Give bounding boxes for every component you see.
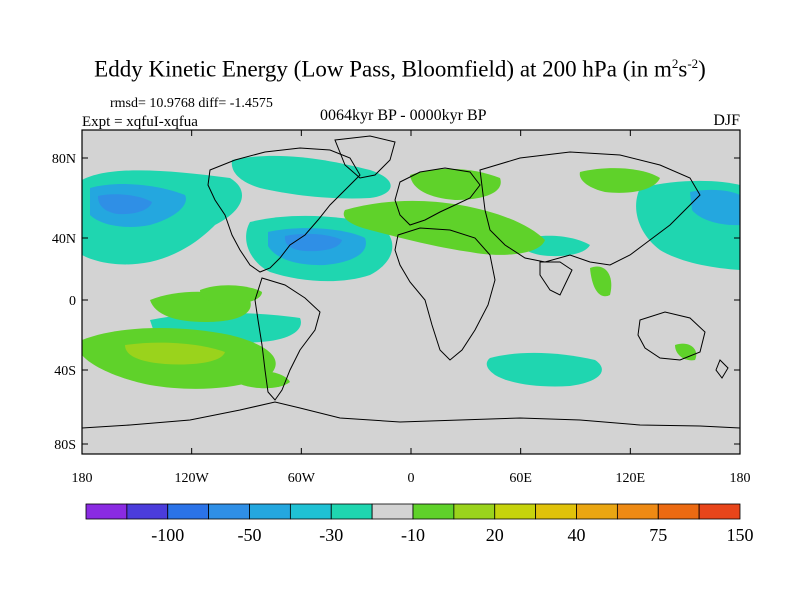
season-label: DJF — [713, 112, 740, 129]
lon-tick-label: 120E — [616, 471, 646, 486]
coastline-europe — [394, 167, 481, 226]
colorbar-label: 75 — [649, 525, 667, 545]
anomaly-region-west-pacific-core — [690, 189, 740, 226]
stats-label: rmsd= 10.9768 diff= -1.4575 — [110, 96, 273, 111]
colorbar-label: 20 — [486, 525, 504, 545]
lat-tick-label: 0 — [69, 294, 76, 309]
anomaly-region-south-pacific-core — [125, 342, 225, 365]
lat-tick-label: 40S — [54, 364, 76, 379]
coastline-india — [539, 261, 573, 296]
colorbar-swatch — [453, 503, 496, 520]
colorbar-swatch — [535, 503, 577, 520]
colorbar-swatch — [698, 503, 741, 520]
colorbar-swatch — [85, 503, 128, 520]
colorbar-swatch — [289, 503, 332, 520]
anomaly-region-south-america-east — [200, 285, 262, 305]
latitude-ticks: 80N 40N 0 40S 80S — [52, 152, 740, 453]
coastline-africa — [394, 227, 496, 361]
colorbar-label: -100 — [151, 525, 184, 545]
lon-tick-label: 120W — [175, 471, 210, 486]
colorbar-label: 40 — [568, 525, 586, 545]
coastline-asia — [479, 151, 701, 266]
anomaly-region-europe — [343, 200, 545, 255]
colorbar-swatch — [616, 503, 659, 520]
lon-tick-label: 0 — [408, 471, 415, 486]
lat-tick-label: 80S — [54, 438, 76, 453]
colorbar-swatch — [249, 503, 291, 520]
coastline-south-america — [254, 277, 321, 401]
anomaly-region-north-asia — [579, 168, 660, 193]
colorbar-label: -30 — [319, 525, 343, 545]
coastline-north-america — [207, 147, 361, 273]
lat-tick-label: 40N — [52, 232, 76, 247]
anomaly-fields — [82, 155, 740, 389]
colorbar-swatch — [126, 503, 169, 520]
anomaly-region-indian-ocean — [486, 352, 602, 387]
anomaly-region-north-pacific-east — [231, 155, 391, 199]
colorbar-swatch — [371, 503, 414, 520]
anomaly-region-north-europe — [410, 168, 501, 200]
colorbar-label: 150 — [727, 525, 754, 545]
coastline-new-zealand — [715, 359, 729, 379]
coastline-australia — [637, 311, 706, 361]
anomaly-region-atlantic-inner — [284, 233, 342, 252]
longitude-ticks: 180 120W 60W 0 60E 120E 180 — [72, 130, 751, 486]
colorbar-swatch — [657, 503, 700, 520]
colorbar-swatch — [412, 503, 455, 520]
coastlines — [82, 135, 740, 429]
lon-tick-label: 180 — [72, 471, 93, 486]
lon-tick-label: 180 — [730, 471, 751, 486]
colorbar-swatch — [330, 503, 373, 520]
colorbar-label: -10 — [401, 525, 425, 545]
anomaly-region-north-pacific-inner — [98, 194, 152, 215]
experiment-label: Expt = xqfuI-xqfua — [82, 114, 198, 130]
anomaly-region-australia-east — [675, 343, 697, 361]
coastline-antarctica — [82, 401, 740, 429]
lon-tick-label: 60E — [509, 471, 532, 486]
anomaly-region-southeast-asia — [590, 266, 612, 297]
colorbar-labels: -100 -50 -30 -10 20 40 75 150 — [151, 525, 753, 545]
colorbar-swatch — [167, 503, 210, 520]
anomaly-region-east-pacific-south — [240, 370, 290, 389]
lon-tick-label: 60W — [288, 471, 316, 486]
plot-title: Eddy Kinetic Energy (Low Pass, Bloomfiel… — [94, 56, 706, 82]
lat-tick-label: 80N — [52, 152, 76, 167]
colorbar — [85, 503, 741, 520]
colorbar-label: -50 — [238, 525, 262, 545]
period-label: 0064kyr BP - 0000kyr BP — [320, 107, 487, 124]
colorbar-swatch — [208, 503, 250, 520]
colorbar-swatch — [494, 503, 537, 520]
colorbar-swatch — [576, 503, 618, 520]
coastline-greenland — [334, 135, 396, 179]
